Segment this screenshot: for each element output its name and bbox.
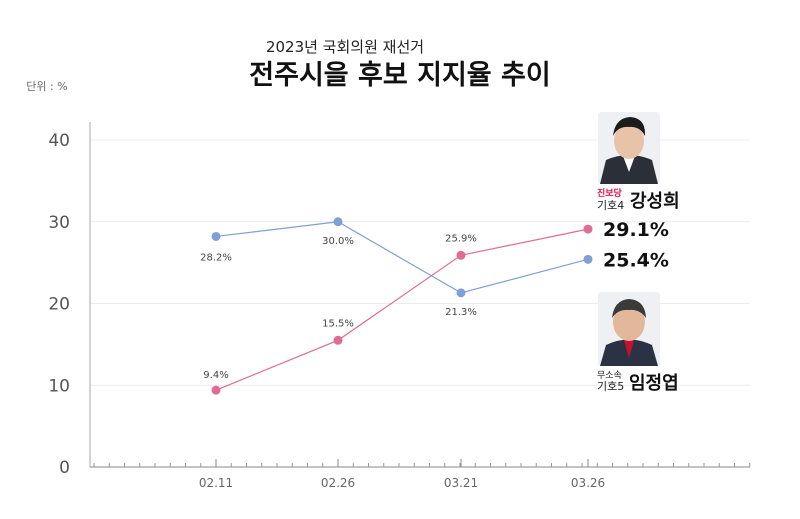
candidate-number-lim: 기호5 [597, 380, 624, 393]
candidate-name-lim: 임정엽 [629, 373, 679, 394]
data-label: 9.4% [203, 370, 228, 381]
candidate-photo-lim [598, 292, 660, 366]
y-tick-label: 10 [48, 376, 70, 396]
data-point [456, 288, 466, 298]
y-tick-label: 20 [48, 295, 70, 315]
chart-subtitle: 2023년 국회의원 재선거 [266, 38, 424, 56]
x-tick-label: 02.26 [321, 476, 355, 490]
axis-layer: 0 10 20 30 40 02.11 02.26 03.21 03.26 [48, 122, 751, 490]
data-point [583, 224, 593, 234]
series-line [215, 221, 589, 294]
x-tick-label: 03.26 [571, 476, 605, 490]
x-tick-label: 02.11 [199, 476, 233, 490]
data-label: 15.5% [322, 318, 354, 329]
candidate-name-kang: 강성희 [630, 191, 680, 212]
data-point [211, 385, 221, 395]
end-value-label: 25.4% [603, 249, 669, 271]
data-label: 28.2% [200, 252, 232, 263]
data-label: 21.3% [445, 307, 477, 318]
y-tick-label: 40 [48, 131, 70, 151]
data-point [333, 335, 343, 345]
candidate-party-kang: 진보당 [597, 187, 623, 199]
data-point [333, 217, 343, 227]
data-point [211, 231, 221, 241]
label-layer: 28.2% 30.0% 21.3% 25.4% 9.4% 15.5% 25.9% 29.1% [200, 219, 669, 381]
data-point [456, 250, 466, 260]
y-tick-label: 0 [59, 458, 70, 478]
series-layer [211, 217, 593, 395]
data-label: 25.9% [445, 233, 477, 244]
series-line [215, 228, 589, 391]
y-tick-label: 30 [48, 213, 70, 233]
candidate-photo-kang [598, 112, 660, 184]
candidate-party-lim: 무소속 [597, 370, 622, 381]
x-tick-label: 03.21 [444, 476, 478, 490]
candidate-number-kang: 기호4 [597, 199, 624, 212]
data-label: 30.0% [322, 236, 354, 247]
unit-label: 단위 : % [26, 80, 67, 93]
chart-title: 전주시을 후보 지지율 추이 [249, 60, 550, 91]
end-value-label: 29.1% [603, 219, 669, 241]
data-point [583, 254, 593, 264]
